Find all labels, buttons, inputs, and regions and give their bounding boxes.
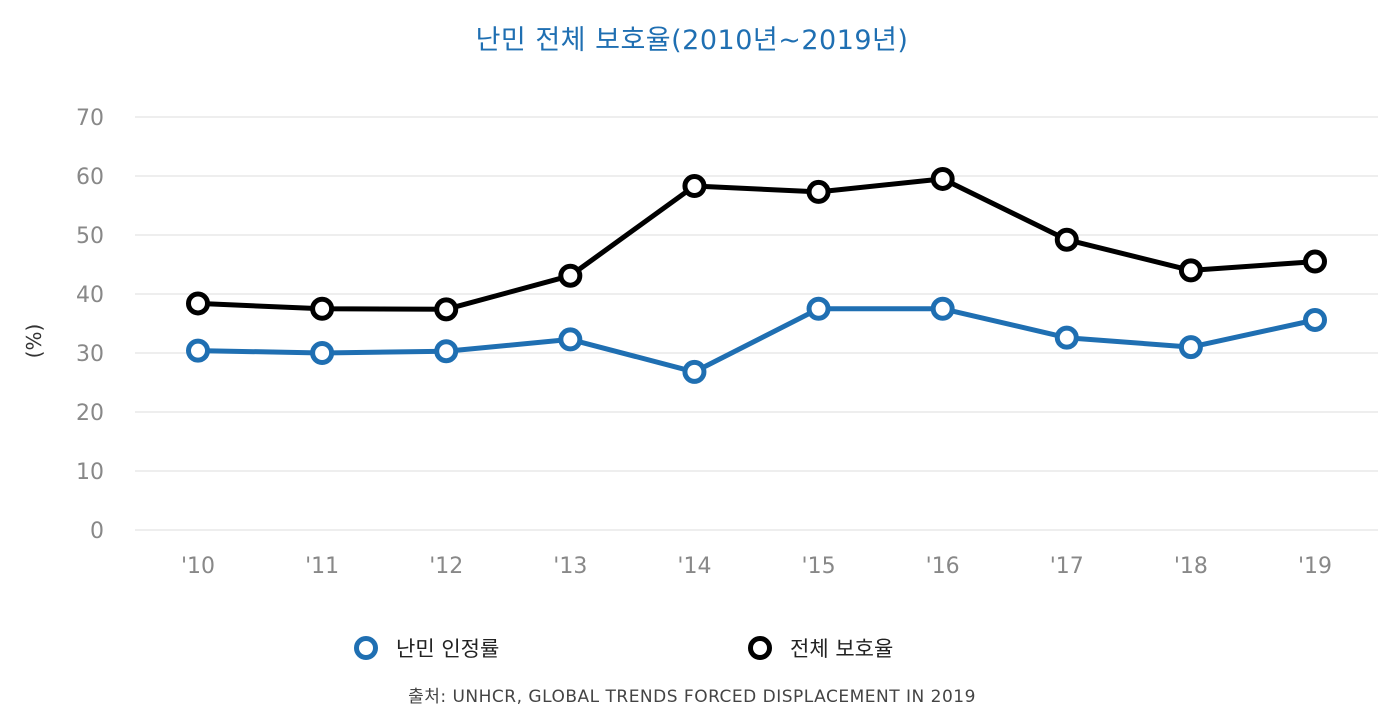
data-point-series-1-8 bbox=[1178, 258, 1203, 283]
data-point-series-1-3 bbox=[558, 263, 583, 288]
data-point-series-0-1 bbox=[310, 341, 335, 365]
data-point-series-1-2 bbox=[434, 297, 459, 322]
data-point-series-0-7 bbox=[1054, 325, 1079, 350]
y-tick-label: 20 bbox=[76, 401, 104, 426]
chart-title: 난민 전체 보호율(2010년~2019년) bbox=[475, 25, 909, 56]
legend-marker-recognition-rate bbox=[354, 636, 378, 660]
legend: 난민 인정률 전체 보호율 bbox=[0, 632, 1384, 664]
data-point-series-0-3 bbox=[558, 327, 583, 352]
data-point-series-1-0 bbox=[186, 291, 210, 316]
series-lines bbox=[195, 176, 1318, 375]
legend-item-total-protection-rate: 전체 보호율 bbox=[748, 632, 893, 664]
x-tick-label: '17 bbox=[1050, 554, 1084, 579]
data-point-series-0-9 bbox=[1303, 307, 1327, 332]
data-point-series-0-4 bbox=[682, 359, 707, 384]
legend-label-recognition-rate: 난민 인정률 bbox=[396, 637, 500, 661]
data-point-series-1-6 bbox=[930, 166, 955, 191]
data-point-series-1-4 bbox=[682, 174, 707, 199]
series-line-0 bbox=[195, 306, 1318, 375]
x-tick-label: '19 bbox=[1298, 554, 1332, 579]
x-tick-label: '12 bbox=[429, 554, 463, 579]
x-tick-label: '13 bbox=[553, 554, 587, 579]
x-tick-label: '15 bbox=[802, 554, 836, 579]
y-tick-label: 30 bbox=[76, 342, 104, 367]
x-tick-label: '16 bbox=[926, 554, 960, 579]
data-point-series-0-8 bbox=[1178, 335, 1203, 360]
y-tick-label: 40 bbox=[76, 283, 104, 308]
data-point-series-0-2 bbox=[434, 339, 459, 364]
data-point-series-1-5 bbox=[806, 179, 831, 204]
y-tick-label: 10 bbox=[76, 460, 104, 485]
series-line-1 bbox=[195, 176, 1318, 312]
source-note: 출처: UNHCR, GLOBAL TRENDS FORCED DISPLACE… bbox=[408, 687, 976, 707]
x-tick-label: '14 bbox=[677, 554, 711, 579]
y-tick-label: 50 bbox=[76, 224, 104, 249]
legend-label-total-protection-rate: 전체 보호율 bbox=[790, 637, 894, 661]
x-tick-label: '11 bbox=[305, 554, 339, 579]
y-tick-label: 0 bbox=[90, 519, 104, 544]
y-tick-label: 70 bbox=[76, 106, 104, 131]
data-point-series-1-9 bbox=[1303, 249, 1327, 274]
data-point-series-1-1 bbox=[310, 296, 335, 321]
data-point-series-0-0 bbox=[186, 338, 210, 363]
y-axis-ticks: 0 10 20 30 40 50 60 70 bbox=[76, 106, 104, 544]
x-axis-ticks: '10 '11 '12 '13 '14 '15 '16 '17 '18 '19 bbox=[181, 554, 1332, 579]
series-markers bbox=[186, 166, 1327, 384]
data-point-series-1-7 bbox=[1054, 227, 1079, 252]
legend-marker-total-protection-rate bbox=[748, 636, 772, 660]
data-point-series-0-6 bbox=[930, 296, 955, 321]
x-tick-label: '18 bbox=[1174, 554, 1208, 579]
grid-lines bbox=[135, 116, 1378, 531]
y-tick-label: 60 bbox=[76, 165, 104, 190]
legend-item-recognition-rate: 난민 인정률 bbox=[354, 632, 499, 664]
x-tick-label: '10 bbox=[181, 554, 215, 579]
data-point-series-0-5 bbox=[806, 296, 831, 321]
